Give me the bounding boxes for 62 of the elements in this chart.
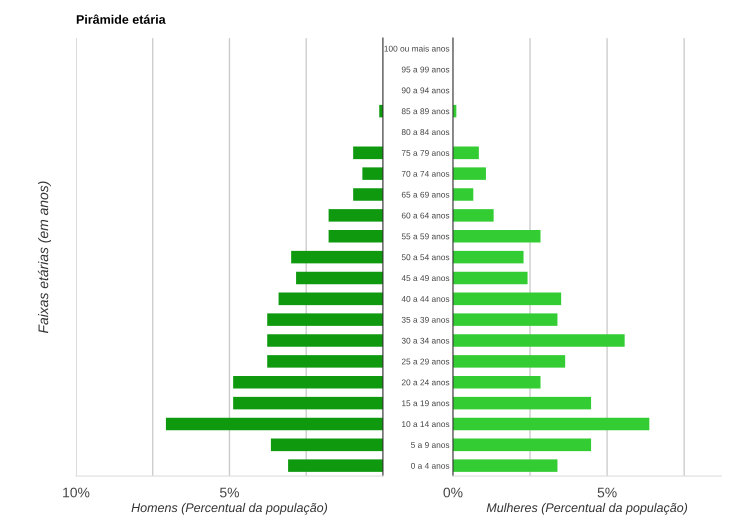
bar [267, 313, 383, 326]
bar [452, 459, 558, 472]
bar [233, 376, 383, 388]
x-tick-label: 5% [220, 488, 240, 498]
bar [296, 272, 383, 284]
x-tick-label: 10% [63, 488, 90, 498]
bar [267, 355, 383, 368]
y-tick-label: 80 a 84 anos [402, 129, 450, 136]
bar [291, 250, 383, 264]
chart-title: Pirâmide etária [76, 14, 166, 24]
y-tick-label: 55 a 59 anos [402, 233, 450, 240]
y-tick-label: 45 a 49 anos [402, 275, 450, 282]
bar [267, 334, 383, 347]
y-tick-label: 75 a 79 anos [402, 150, 450, 156]
bar [452, 250, 524, 264]
y-axis-title: Faixas etárias (em anos) [38, 182, 51, 334]
bar [353, 188, 383, 201]
bar [452, 334, 625, 347]
bar [452, 146, 479, 160]
bar [452, 376, 541, 388]
y-tick-label: 35 a 39 anos [402, 316, 450, 323]
y-tick-label: 10 a 14 anos [402, 421, 450, 428]
x-tick-label: 5% [598, 488, 617, 498]
bar [452, 313, 558, 326]
bar [278, 292, 383, 306]
bar [270, 438, 383, 452]
bar [452, 209, 494, 222]
y-tick-label: 30 a 34 anos [402, 338, 450, 344]
bar [353, 146, 383, 160]
y-tick-label: 65 a 69 anos [402, 192, 450, 198]
bar [452, 438, 592, 452]
bar [452, 292, 562, 306]
y-tick-label: 15 a 19 anos [402, 400, 450, 406]
y-tick-label: 20 a 24 anos [402, 379, 450, 386]
y-tick-label: 70 a 74 anos [402, 170, 450, 177]
x-tick-label: 0% [443, 488, 463, 498]
y-tick-label: 100 ou mais anos [384, 45, 450, 52]
y-tick-label: 85 a 89 anos [402, 108, 450, 114]
bar [379, 104, 383, 118]
x-axis-title: Homens (Percentual da população) [132, 502, 328, 515]
bar [288, 459, 383, 472]
bar [328, 230, 383, 242]
bar [452, 230, 541, 242]
y-tick-label: 5 a 9 anos [411, 442, 450, 448]
y-tick-label: 95 a 99 anos [402, 66, 450, 72]
bar [452, 272, 528, 284]
y-tick-label: 0 a 4 anos [411, 462, 450, 469]
bar [452, 418, 650, 430]
y-tick-label: 40 a 44 anos [402, 296, 450, 302]
y-tick-label: 50 a 54 anos [402, 254, 450, 260]
bar [452, 355, 566, 368]
x-axis-title: Mulheres (Percentual da população) [486, 502, 688, 515]
bar [328, 209, 383, 222]
y-tick-label: 25 a 29 anos [402, 358, 450, 364]
bar [452, 188, 474, 201]
y-tick-label: 60 a 64 anos [402, 212, 450, 218]
bar [233, 396, 383, 410]
bar [362, 167, 383, 180]
bar [452, 396, 592, 410]
bar [452, 167, 486, 180]
bar [166, 418, 383, 430]
y-tick-label: 90 a 94 anos [402, 87, 450, 94]
